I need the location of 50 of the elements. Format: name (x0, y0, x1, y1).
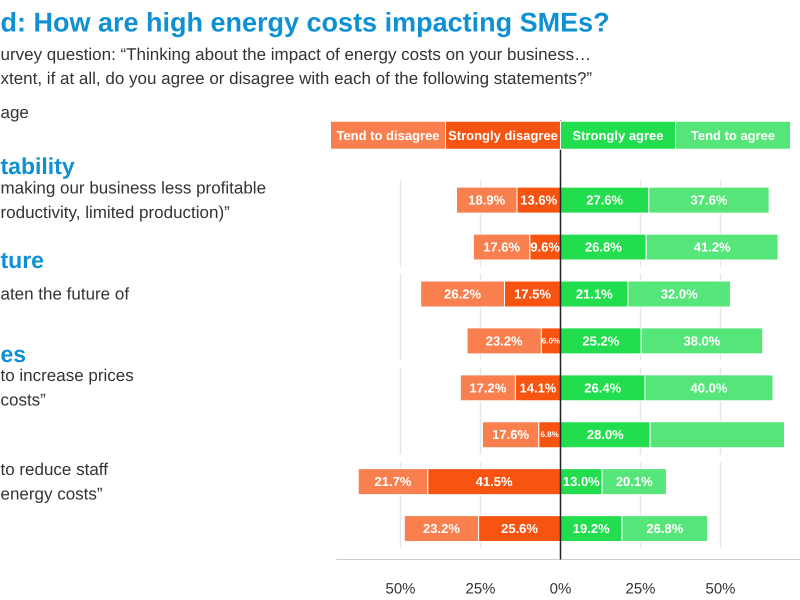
data-label: 13.0% (562, 474, 600, 490)
text: es (0, 340, 26, 367)
data-label: 25.6% (501, 521, 538, 536)
chart-subtitle: urvey question: “Thinking about the impact of energy costs on your business… xtent, if at all, do you agree or disagree with each of the following statements?” (0, 44, 592, 88)
data-label: 23.2% (486, 333, 524, 348)
y-tick-label: aten the future of (0, 284, 130, 304)
chart-title: d: How are high energy costs impacting SMEs? (0, 7, 610, 38)
data-label: 41.2% (694, 240, 732, 255)
data-label: 40.0% (690, 380, 728, 396)
data-label: 32.0% (660, 286, 698, 302)
x-tick-label: 50% (705, 580, 736, 598)
data-label: 21.7% (374, 474, 412, 490)
data-label: 6.0% (542, 336, 560, 346)
data-label: 38.0% (684, 333, 721, 348)
text: Tend to disagree (336, 128, 440, 143)
text: Strongly agree (572, 128, 664, 143)
data-label: 13.6% (520, 192, 558, 208)
text: age (0, 102, 29, 122)
data-label: 17.6% (483, 240, 520, 255)
data-label: 20.1% (616, 474, 654, 490)
data-label: 37.6% (690, 192, 728, 208)
text: ture (0, 247, 44, 274)
data-label: 25.2% (582, 333, 620, 348)
text: Tend to agree (690, 128, 776, 143)
data-label: 23.2% (423, 521, 460, 536)
text: Strongly disagree (448, 128, 558, 143)
data-label: 26.8% (646, 521, 684, 536)
x-tick-label: 50% (385, 580, 416, 598)
x-tick-label: 25% (465, 580, 496, 598)
data-label: 27.6% (586, 192, 624, 208)
data-label: 17.2% (469, 380, 507, 396)
y-tick-label: to increase prices costs” (0, 366, 134, 410)
x-tick-label: 25% (625, 580, 656, 598)
data-label: 28.0% (586, 427, 624, 442)
text: tability (0, 153, 75, 180)
y-tick-label: making our business less profitable roductivity, limited production)” (0, 178, 266, 222)
data-label: 17.5% (514, 286, 552, 302)
data-label: 14.1% (520, 380, 557, 396)
x-tick-label: 0% (550, 580, 572, 598)
data-label: 41.5% (476, 474, 513, 490)
data-label: 17.6% (492, 427, 530, 442)
data-label: 18.9% (468, 192, 506, 208)
data-label: 26.2% (444, 286, 482, 302)
y-tick-label: to reduce staff energy costs” (0, 460, 108, 504)
data-label: 21.1% (576, 286, 614, 302)
data-label: 19.2% (572, 521, 610, 536)
data-label: 9.6% (530, 240, 560, 255)
data-label: 6.8% (540, 430, 559, 440)
data-label: 26.4% (584, 380, 622, 396)
data-label: 26.8% (584, 240, 622, 255)
